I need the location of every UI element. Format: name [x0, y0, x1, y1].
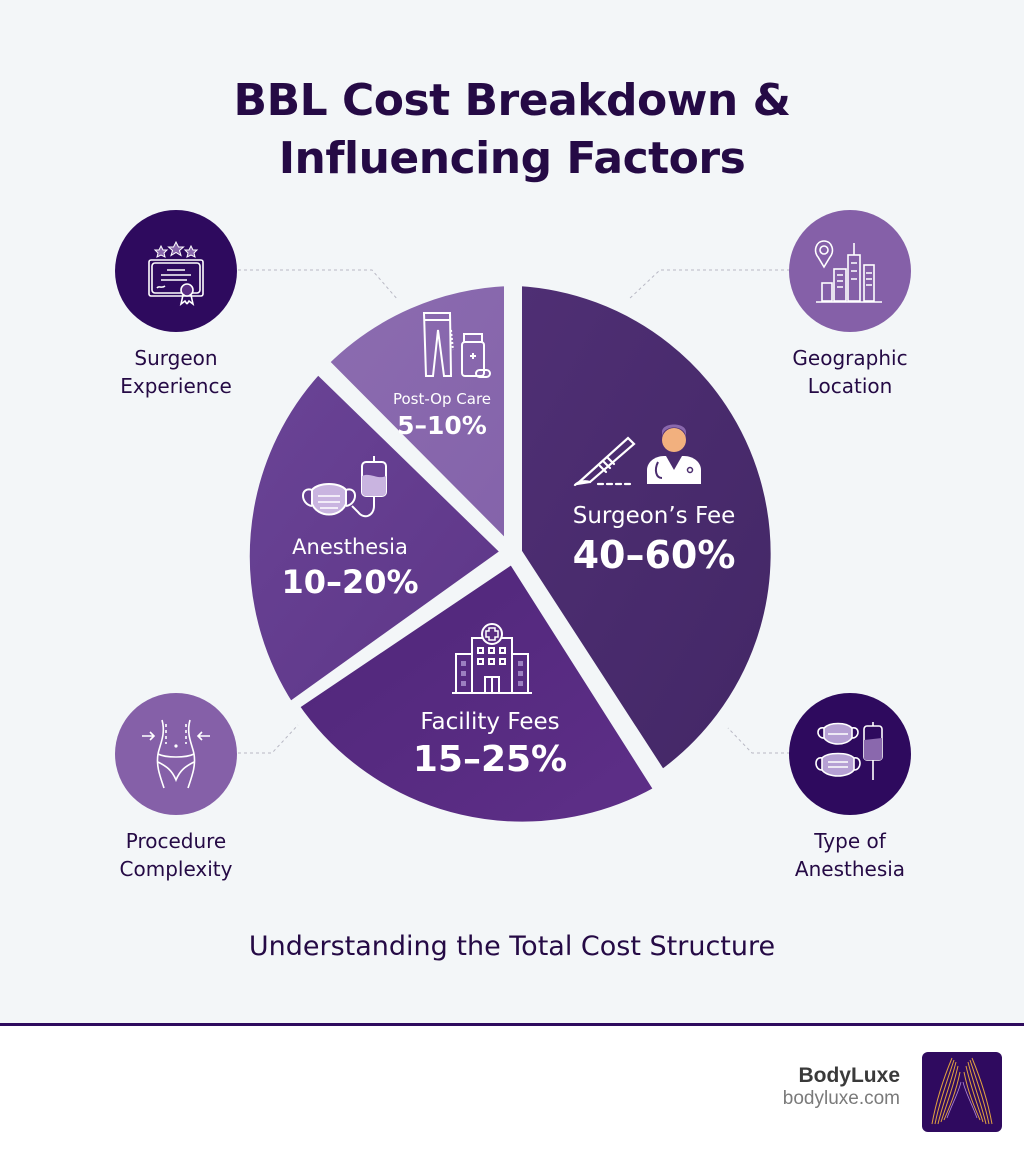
- factor-label: Surgeon Experience: [120, 346, 232, 398]
- compression-garment-medicine-icon: [422, 312, 491, 378]
- slice-name: Anesthesia: [292, 535, 408, 559]
- factor-surgeon-experience: Surgeon Experience: [96, 210, 256, 400]
- cost-pie-chart: [241, 278, 779, 826]
- factor-label: Procedure Complexity: [119, 829, 233, 881]
- factor-label: Type of Anesthesia: [794, 829, 906, 881]
- brand-url[interactable]: bodyluxe.com: [782, 1088, 900, 1109]
- brand-name: BodyLuxe: [798, 1064, 900, 1087]
- slice-name: Post-Op Care: [392, 390, 492, 408]
- city-location-icon: [789, 210, 911, 332]
- factor-type-of-anesthesia: Type of Anesthesia: [770, 693, 930, 883]
- page-title: BBL Cost Breakdown & Influencing Factors: [0, 72, 1024, 188]
- slice-label-facility-fees: Facility Fees 15–25%: [380, 706, 600, 782]
- body-contour-icon: [115, 693, 237, 815]
- chart-subtitle: Understanding the Total Cost Structure: [248, 931, 776, 962]
- factor-procedure-complexity: Procedure Complexity: [96, 693, 256, 883]
- slice-name: Surgeon’s Fee: [572, 503, 736, 529]
- factor-geographic-location: Geographic Location: [770, 210, 930, 400]
- footer: [0, 1026, 1024, 1154]
- title-line-1: BBL Cost Breakdown &: [233, 75, 791, 126]
- title-line-2: Influencing Factors: [278, 133, 746, 184]
- footer-divider: [0, 1023, 1024, 1026]
- doctor-icon: [647, 424, 701, 484]
- masks-iv-icon: [789, 693, 911, 815]
- certificate-icon: [115, 210, 237, 332]
- slice-percent: 5–10%: [397, 411, 487, 440]
- slice-anesthesia[interactable]: [241, 366, 509, 710]
- factor-label: Geographic Location: [792, 346, 908, 398]
- slice-label-post-op-care: Post-Op Care 5–10%: [372, 388, 512, 442]
- slice-label-anesthesia: Anesthesia 10–20%: [250, 532, 450, 602]
- slice-label-surgeons-fee: Surgeon’s Fee 40–60%: [544, 500, 764, 578]
- brand-block: BodyLuxe bodyluxe.com: [783, 1064, 900, 1110]
- scalpel-icon: [573, 436, 636, 487]
- mask-iv-bag-icon: [302, 456, 387, 518]
- slice-percent: 15–25%: [412, 739, 568, 780]
- hospital-icon: [452, 623, 532, 694]
- brand-logo-icon: [922, 1052, 1002, 1132]
- slice-percent: 10–20%: [281, 563, 419, 601]
- slice-name: Facility Fees: [420, 709, 560, 735]
- slice-surgeons-fee[interactable]: [514, 278, 779, 778]
- slice-percent: 40–60%: [572, 533, 736, 577]
